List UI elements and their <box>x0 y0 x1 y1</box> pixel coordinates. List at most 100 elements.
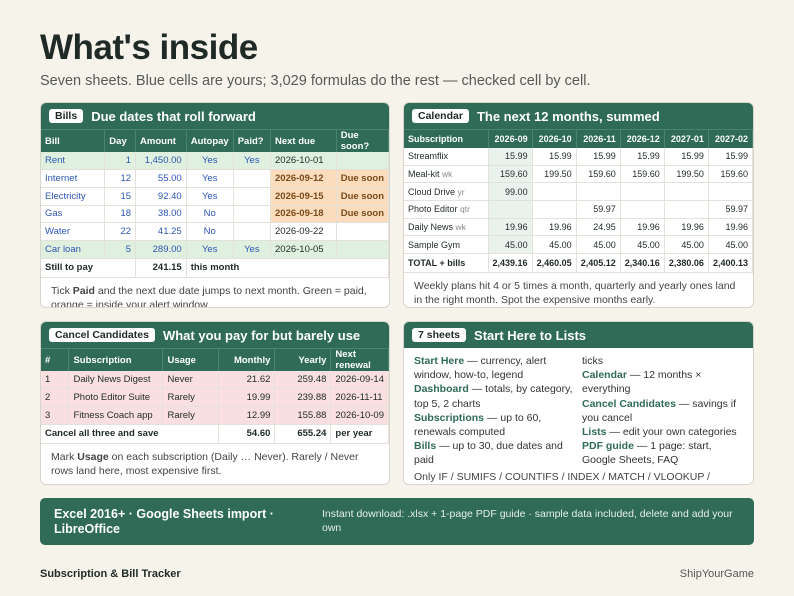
lists-heading: Start Here to Lists <box>474 327 587 343</box>
col-rank: # <box>41 348 70 371</box>
calendar-month-cell: 15.99 <box>664 147 709 166</box>
bill-due-soon-cell <box>336 240 389 259</box>
bills-note: Tick Paid and the next due date jumps to… <box>41 278 389 307</box>
sheet-detail: — edit your own categories <box>606 426 737 439</box>
calendar-month-cell <box>664 200 709 219</box>
calendar-subscription-name: Cloud Drive <box>408 186 456 197</box>
calendar-month-cell <box>664 182 709 202</box>
calendar-subscription-name: Meal-kit <box>408 169 440 180</box>
col-cancel-subscription: Subscription <box>68 348 164 371</box>
calendar-month-cell: 159.60 <box>488 165 533 184</box>
bill-name-cell: Electricity <box>41 187 106 206</box>
calendar-month-cell <box>532 182 577 202</box>
calendar-total-cell: 2,439.16 <box>488 253 533 274</box>
cancel-header-row: # Subscription Usage Monthly Yearly Next… <box>41 348 389 371</box>
cancel-note-post: on each subscription (Daily … Never). Ra… <box>51 450 359 477</box>
col-month-2: 2026-10 <box>532 129 577 148</box>
calendar-subscription-cell: Sample Gym <box>404 235 489 255</box>
calendar-month-cell <box>532 200 577 219</box>
calendar-total-cell: 2,460.05 <box>532 253 577 274</box>
col-month-3: 2026-11 <box>576 129 621 148</box>
calendar-subscription-cell: Photo Editor qtr <box>404 200 489 219</box>
bill-due-soon-cell: Due soon <box>336 187 389 206</box>
calendar-table: Subscription 2026-09 2026-10 2026-11 202… <box>404 129 753 274</box>
calendar-total-label: TOTAL + bills <box>404 253 489 274</box>
bill-amount-cell: 1,450.00 <box>135 152 187 171</box>
calendar-subscription-cell: Cloud Drive yr <box>404 182 489 202</box>
bill-paid-cell[interactable] <box>233 169 272 188</box>
bill-next-due-cell: 2026-09-12 <box>270 169 337 188</box>
cancel-total-suffix: per year <box>330 423 389 444</box>
bill-paid-cell[interactable] <box>233 205 272 224</box>
cancel-card: Cancel Candidates What you pay for but b… <box>40 321 390 485</box>
cancel-row: 1 Daily News Digest Never 21.62 259.48 2026-0… <box>41 371 389 390</box>
col-usage: Usage <box>162 348 220 371</box>
sheet-detail: — 12 months × everything <box>582 369 702 396</box>
bill-due-soon-cell: Due soon <box>336 169 389 188</box>
calendar-total-cell: 2,340.16 <box>620 253 665 274</box>
cancel-rank-cell: 1 <box>41 371 70 390</box>
cancel-monthly-cell: 19.99 <box>218 388 276 407</box>
calendar-month-cell <box>620 182 665 202</box>
bill-day-cell: 5 <box>104 240 137 259</box>
calendar-month-cell: 15.99 <box>532 147 577 166</box>
calendar-month-cell: 19.96 <box>620 218 665 237</box>
bill-autopay-cell: No <box>186 205 234 224</box>
calendar-row: Streamflix 15.99 15.99 15.99 15.99 15.99 15.99 <box>404 147 753 166</box>
bill-row: Internet 12 55.00 Yes 2026-09-12 Due soon <box>41 169 389 188</box>
bill-due-soon-cell <box>336 222 389 241</box>
calendar-note: Weekly plans hit 4 or 5 times a month, q… <box>414 280 736 307</box>
bill-name-cell: Internet <box>41 169 106 188</box>
cancel-yearly-cell: 239.88 <box>274 388 332 407</box>
lists-col2-items: Calendar — 12 months × everything Cancel … <box>582 368 743 467</box>
bill-amount-cell: 289.00 <box>135 240 187 259</box>
cancel-monthly-cell: 21.62 <box>218 371 276 390</box>
sheet-description: Cancel Candidates — savings if you cance… <box>582 397 743 425</box>
bill-row: Water 22 41.25 No 2026-09-22 <box>41 222 389 241</box>
cancel-monthly-cell: 12.99 <box>218 406 276 425</box>
bill-day-cell: 12 <box>104 169 137 188</box>
calendar-frequency: yr <box>457 186 465 197</box>
calendar-month-cell: 59.97 <box>576 200 621 219</box>
calendar-month-cell: 59.97 <box>708 200 753 219</box>
col-paid: Paid? <box>233 129 272 152</box>
bills-table: Bill Day Amount Autopay Paid? Next due D… <box>41 129 389 278</box>
calendar-subscription-name: Sample Gym <box>408 239 461 250</box>
calendar-card: Calendar The next 12 months, summed Subs… <box>403 102 754 308</box>
lists-col2-lead: ticks <box>582 355 603 367</box>
bill-paid-cell[interactable]: Yes <box>233 152 272 171</box>
bill-amount-cell: 41.25 <box>135 222 187 241</box>
bill-row: Rent 1 1,450.00 Yes Yes 2026-10-01 <box>41 152 389 171</box>
cancel-renewal-cell: 2026-10-09 <box>330 406 389 425</box>
bill-paid-cell[interactable]: Yes <box>233 240 272 259</box>
bill-row: Car loan 5 289.00 Yes Yes 2026-10-05 <box>41 240 389 259</box>
calendar-month-cell: 45.00 <box>664 235 709 255</box>
bill-paid-cell[interactable] <box>233 187 272 206</box>
bill-next-due-cell: 2026-09-22 <box>270 222 337 241</box>
calendar-month-cell: 159.60 <box>576 165 621 184</box>
bill-autopay-cell: Yes <box>186 152 234 171</box>
bills-note-pre: Tick <box>51 284 73 297</box>
bill-amount-cell: 92.40 <box>135 187 187 206</box>
calendar-month-cell <box>708 182 753 202</box>
cancel-note-bold: Usage <box>77 450 109 463</box>
calendar-month-cell: 45.00 <box>532 235 577 255</box>
bill-paid-cell[interactable] <box>233 222 272 241</box>
calendar-month-cell <box>620 200 665 219</box>
cancel-card-header: Cancel Candidates What you pay for but b… <box>41 322 389 348</box>
bill-day-cell: 15 <box>104 187 137 206</box>
calendar-row: Photo Editor qtr 59.97 59.97 <box>404 200 753 219</box>
cancel-table: # Subscription Usage Monthly Yearly Next… <box>41 348 389 444</box>
calendar-subscription-cell: Streamflix <box>404 147 489 166</box>
bill-autopay-cell: Yes <box>186 240 234 259</box>
cancel-total-monthly: 54.60 <box>218 423 276 444</box>
bill-due-soon-cell: Due soon <box>336 205 389 224</box>
calendar-month-cell: 159.60 <box>708 165 753 184</box>
calendar-row: Cloud Drive yr 99.00 <box>404 182 753 202</box>
bill-name-cell: Car loan <box>41 240 106 259</box>
bill-next-due-cell: 2026-10-01 <box>270 152 337 171</box>
bills-total-value: 241.15 <box>135 257 187 278</box>
calendar-heading: The next 12 months, summed <box>476 108 660 124</box>
calendar-month-cell: 19.96 <box>532 218 577 237</box>
bill-autopay-cell: No <box>186 222 234 241</box>
